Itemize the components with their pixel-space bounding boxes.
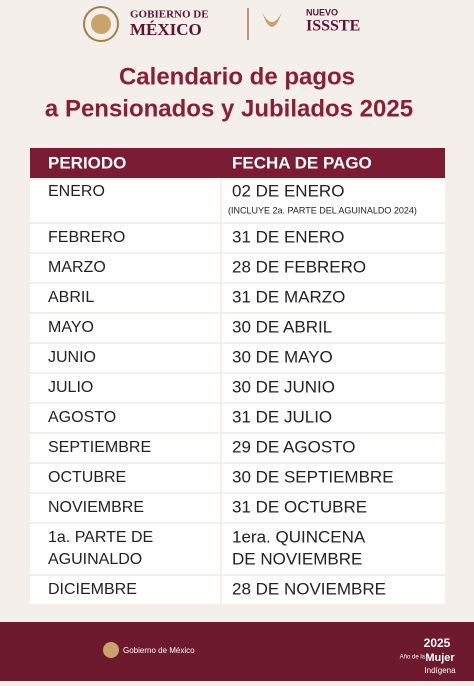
table-header xyxy=(30,148,445,178)
payment-date: DE NOVIEMBRE xyxy=(232,549,362,568)
payment-date: 28 DE FEBRERO xyxy=(232,257,366,276)
row-bg xyxy=(30,254,220,282)
period: DICIEMBRE xyxy=(48,581,137,598)
payment-date: 31 DE JULIO xyxy=(232,407,332,426)
row-bg xyxy=(222,464,445,492)
issste-name: ISSSTE xyxy=(306,18,360,35)
row-bg xyxy=(30,374,220,402)
payment-date: 1era. QUINCENA xyxy=(232,527,366,546)
row-bg xyxy=(30,464,220,492)
period: SEPTIEMBRE xyxy=(48,439,151,456)
title-line: Calendario de pagos xyxy=(119,63,355,90)
period: OCTUBRE xyxy=(48,469,126,486)
footer-motto: Año de la xyxy=(400,655,426,661)
payment-date: 29 DE AGOSTO xyxy=(232,437,355,456)
issste-emblem xyxy=(262,12,282,27)
note: (INCLUYE 2a. PARTE DEL AGUINALDO 2024) xyxy=(228,205,417,215)
payment-date: 02 DE ENERO xyxy=(232,181,344,200)
payment-date: 31 DE ENERO xyxy=(232,227,344,246)
row-bg xyxy=(222,434,445,462)
payment-date: 30 DE ABRIL xyxy=(232,317,332,336)
row-bg xyxy=(222,524,445,574)
row-bg xyxy=(222,494,445,522)
payment-date: 31 DE MARZO xyxy=(232,287,345,306)
column-header: PERIODO xyxy=(48,153,126,172)
period: FEBRERO xyxy=(48,229,125,246)
gov-top: GOBIERNO DE xyxy=(130,9,209,21)
footer-emblem xyxy=(103,642,119,658)
title-line: a Pensionados y Jubilados 2025 xyxy=(45,95,413,122)
footer-motto: Mujer xyxy=(425,652,455,664)
gov-emblem-core xyxy=(91,14,111,34)
column-header: FECHA DE PAGO xyxy=(232,153,372,172)
payment-date: 28 DE NOVIEMBRE xyxy=(232,579,386,598)
gov-name: MÉXICO xyxy=(130,20,202,39)
footer xyxy=(0,622,474,681)
row-bg xyxy=(222,576,445,604)
footer-gov: Gobierno de México xyxy=(123,646,195,655)
row-bg xyxy=(30,180,220,222)
period: MARZO xyxy=(48,259,106,276)
period: MAYO xyxy=(48,319,94,336)
row-bg xyxy=(222,344,445,372)
row-bg xyxy=(30,404,220,432)
period: NOVIEMBRE xyxy=(48,499,144,516)
row-bg xyxy=(30,494,220,522)
period: ABRIL xyxy=(48,289,94,306)
row-bg xyxy=(30,224,220,252)
payment-date: 30 DE MAYO xyxy=(232,347,333,366)
row-bg xyxy=(222,314,445,342)
period: JUNIO xyxy=(48,349,96,366)
row-bg xyxy=(222,224,445,252)
issste-top: NUEVO xyxy=(306,7,338,17)
row-bg xyxy=(222,404,445,432)
period: 1a. PARTE DE xyxy=(48,529,153,546)
period: ENERO xyxy=(48,183,105,200)
period: AGOSTO xyxy=(48,409,116,426)
row-bg xyxy=(30,576,220,604)
period: AGUINALDO xyxy=(48,551,142,568)
row-bg xyxy=(30,314,220,342)
row-bg xyxy=(222,254,445,282)
row-bg xyxy=(30,344,220,372)
payment-date: 30 DE SEPTIEMBRE xyxy=(232,467,394,486)
row-bg xyxy=(222,374,445,402)
period: JULIO xyxy=(48,379,93,396)
row-bg xyxy=(30,284,220,312)
payment-date: 31 DE OCTUBRE xyxy=(232,497,367,516)
footer-motto: Indígena xyxy=(424,666,456,675)
payment-date: 30 DE JUNIO xyxy=(232,377,335,396)
row-bg xyxy=(222,180,445,222)
row-bg xyxy=(30,434,220,462)
gov-emblem xyxy=(83,6,119,42)
row-bg xyxy=(30,524,220,574)
footer-year: 2025 xyxy=(424,636,451,650)
row-bg xyxy=(222,284,445,312)
